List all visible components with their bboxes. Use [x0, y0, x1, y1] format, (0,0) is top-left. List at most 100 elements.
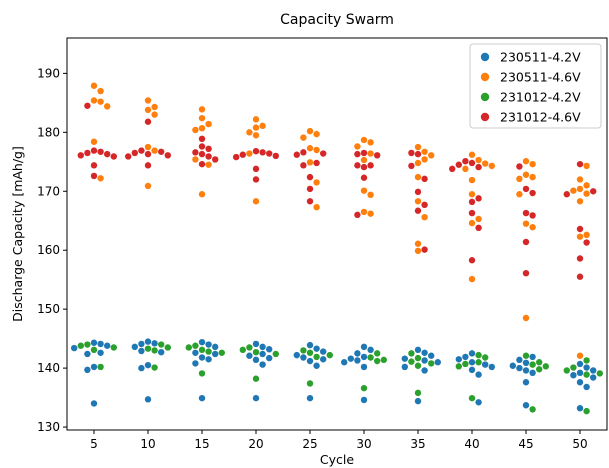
point-230511-4-6v — [414, 143, 422, 151]
point-230511-4-6v — [482, 160, 489, 167]
point-230511-4-2v — [590, 367, 597, 374]
point-230511-4-2v — [434, 359, 441, 366]
point-230511-4-6v — [367, 150, 374, 157]
point-230511-4-6v — [583, 190, 590, 197]
point-231012-4-6v — [320, 150, 327, 157]
point-231012-4-6v — [306, 173, 314, 181]
point-230511-4-2v — [97, 349, 104, 356]
point-230511-4-6v — [90, 138, 98, 145]
point-230511-4-6v — [583, 162, 590, 170]
point-231012-4-6v — [576, 160, 584, 168]
point-231012-4-6v — [144, 162, 152, 169]
point-231012-4-6v — [360, 163, 368, 171]
legend-marker — [480, 52, 490, 62]
legend-label: 231012-4.6V — [500, 110, 581, 125]
point-230511-4-2v — [306, 357, 314, 365]
point-230511-4-6v — [313, 146, 320, 154]
point-230511-4-6v — [252, 124, 260, 131]
point-231012-4-6v — [252, 165, 260, 173]
point-230511-4-2v — [367, 346, 374, 354]
point-231012-4-2v — [583, 407, 590, 415]
point-231012-4-2v — [408, 358, 415, 365]
point-230511-4-2v — [576, 360, 584, 368]
x-tick-label: 15 — [194, 437, 209, 451]
point-231012-4-6v — [90, 162, 98, 169]
point-230511-4-6v — [97, 98, 104, 105]
point-231012-4-6v — [468, 198, 476, 206]
point-230511-4-2v — [488, 363, 495, 371]
chart-title: Capacity Swarm — [280, 12, 394, 28]
point-231012-4-6v — [354, 211, 361, 219]
point-231012-4-2v — [90, 346, 98, 354]
point-230511-4-6v — [313, 203, 320, 211]
point-231012-4-6v — [576, 255, 584, 262]
point-231012-4-6v — [306, 198, 314, 205]
point-230511-4-2v — [468, 366, 476, 374]
point-230511-4-6v — [360, 156, 368, 164]
point-231012-4-6v — [475, 195, 482, 202]
point-231012-4-2v — [462, 360, 469, 368]
point-230511-4-2v — [90, 400, 98, 407]
point-230511-4-2v — [360, 353, 368, 361]
point-231012-4-2v — [536, 359, 543, 366]
x-tick-label: 50 — [572, 437, 587, 451]
legend-label: 230511-4.6V — [500, 70, 581, 85]
point-230511-4-6v — [151, 103, 158, 111]
point-230511-4-2v — [509, 362, 516, 369]
point-230511-4-6v — [360, 187, 368, 194]
point-230511-4-6v — [252, 116, 260, 123]
point-231012-4-6v — [198, 143, 206, 150]
point-231012-4-2v — [205, 348, 212, 355]
x-tick-label: 40 — [464, 437, 479, 451]
point-231012-4-2v — [84, 341, 91, 348]
point-230511-4-2v — [482, 361, 489, 368]
point-231012-4-6v — [293, 151, 300, 158]
point-231012-4-2v — [239, 346, 246, 354]
point-231012-4-6v — [367, 162, 374, 169]
point-231012-4-2v — [414, 354, 422, 362]
x-tick-label: 45 — [518, 437, 533, 451]
point-231012-4-2v — [408, 350, 415, 357]
point-231012-4-2v — [475, 359, 482, 366]
point-231012-4-6v — [125, 153, 132, 160]
point-230511-4-2v — [354, 350, 361, 357]
y-tick-label: 150 — [37, 302, 60, 316]
point-231012-4-6v — [131, 149, 138, 157]
point-231012-4-2v — [414, 362, 422, 369]
point-230511-4-6v — [522, 158, 530, 165]
point-231012-4-6v — [104, 150, 111, 158]
point-230511-4-2v — [522, 367, 530, 374]
x-tick-label: 35 — [410, 437, 425, 451]
point-230511-4-2v — [259, 343, 266, 351]
point-230511-4-6v — [90, 82, 98, 89]
y-tick-label: 190 — [37, 66, 60, 80]
plot-area — [66, 37, 608, 431]
point-231012-4-2v — [570, 364, 577, 371]
point-230511-4-2v — [144, 361, 152, 369]
point-230511-4-6v — [428, 152, 435, 159]
point-230511-4-6v — [104, 103, 111, 110]
point-231012-4-6v — [414, 150, 422, 158]
point-231012-4-6v — [421, 175, 428, 183]
point-230511-4-2v — [138, 340, 145, 348]
point-231012-4-2v — [482, 354, 489, 361]
point-230511-4-2v — [151, 340, 158, 347]
point-230511-4-2v — [144, 396, 152, 403]
point-230511-4-2v — [516, 356, 523, 364]
point-230511-4-2v — [198, 394, 206, 402]
point-231012-4-6v — [354, 150, 361, 158]
point-230511-4-6v — [583, 182, 590, 189]
point-231012-4-2v — [151, 347, 158, 354]
point-230511-4-2v — [313, 345, 320, 352]
point-231012-4-6v — [414, 188, 422, 196]
point-231012-4-6v — [144, 150, 152, 158]
point-231012-4-2v — [360, 384, 368, 392]
point-230511-4-2v — [205, 341, 212, 348]
point-230511-4-2v — [576, 369, 584, 377]
point-230511-4-6v — [570, 187, 577, 194]
legend-label: 231012-4.2V — [500, 90, 581, 105]
point-230511-4-6v — [97, 175, 104, 182]
point-231012-4-6v — [300, 149, 307, 156]
point-230511-4-6v — [360, 208, 368, 216]
point-230511-4-6v — [192, 126, 199, 134]
